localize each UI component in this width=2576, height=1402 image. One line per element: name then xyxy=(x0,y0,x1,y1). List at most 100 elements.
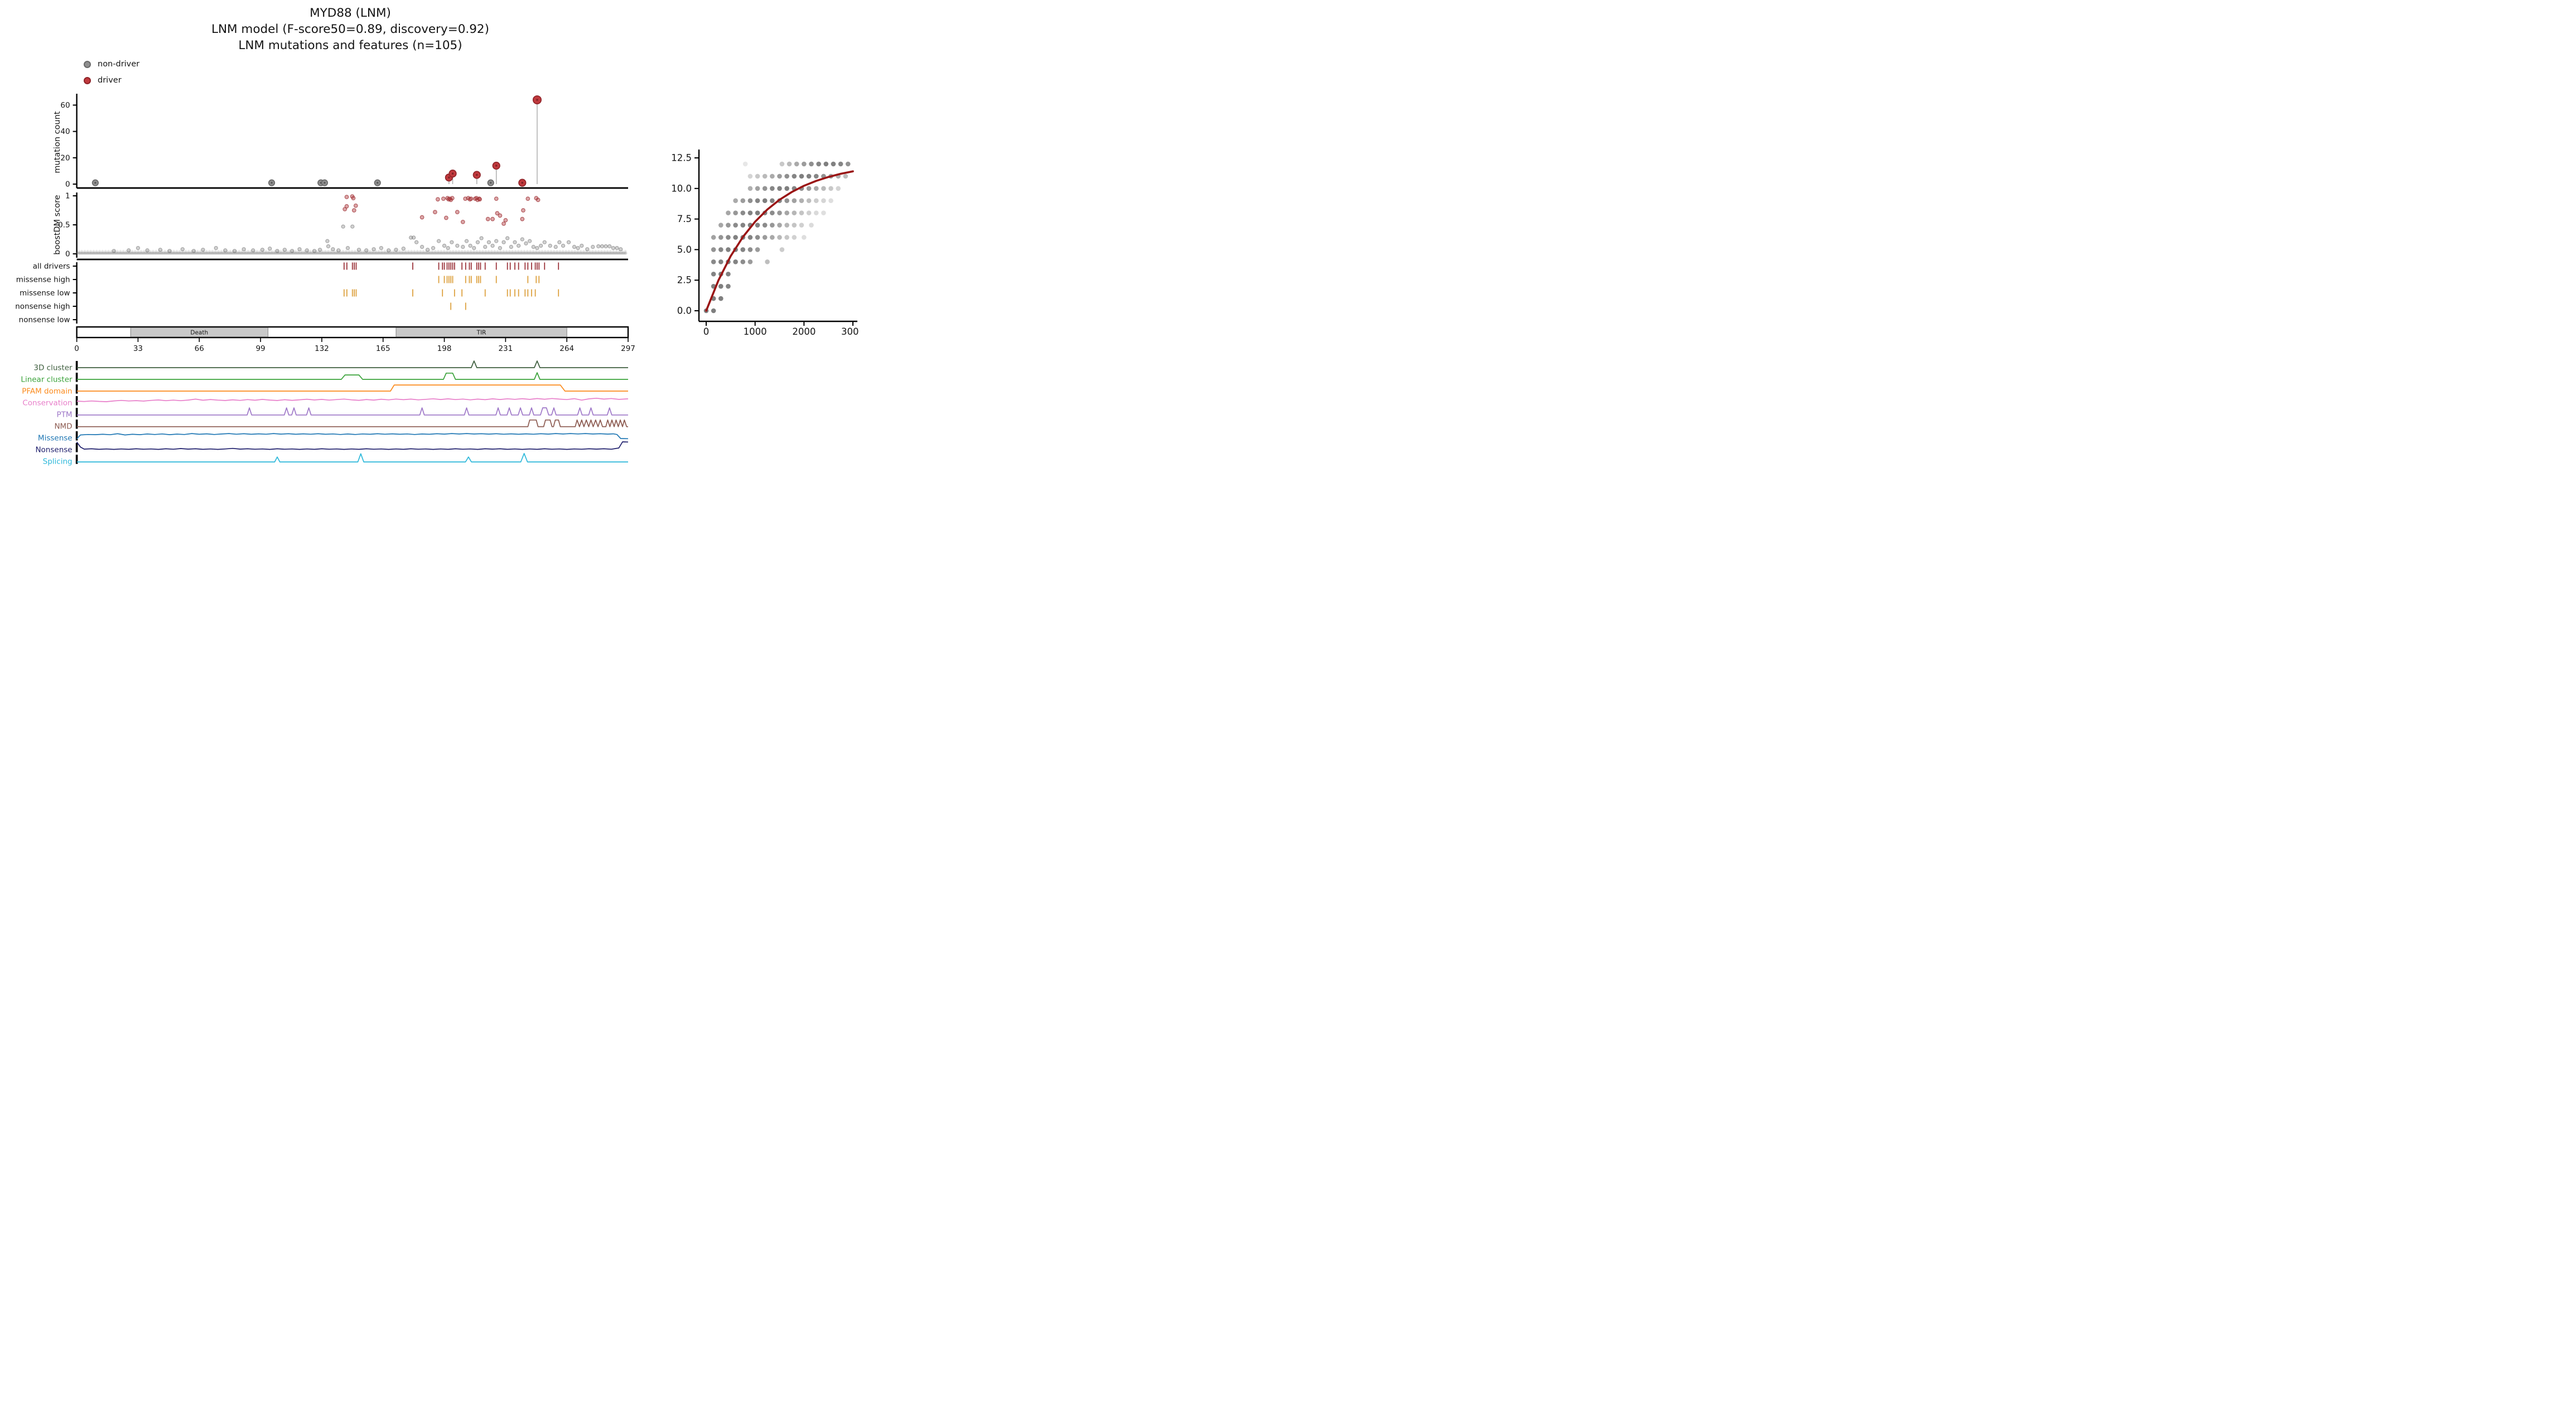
boostdm-gray-point xyxy=(486,240,491,244)
boostdm-baseline-dot xyxy=(484,252,488,255)
boostdm-baseline-dot xyxy=(223,252,226,255)
ds-dot xyxy=(794,161,799,167)
boostdm-red-point xyxy=(520,216,525,221)
boostdm-baseline-dot xyxy=(468,252,471,255)
boostdm-baseline-dot xyxy=(623,252,626,255)
boostdm-gray-point xyxy=(596,244,601,249)
boostdm-baseline-dot xyxy=(426,252,430,255)
boostdm-baseline-dot xyxy=(204,252,207,255)
ds-dot xyxy=(718,259,723,264)
boostdm-gray-point xyxy=(450,240,454,244)
ds-dot xyxy=(799,210,804,215)
boostdm-baseline-dot xyxy=(553,252,556,255)
boostdm-baseline-dot xyxy=(285,252,289,255)
boostdm-red-point xyxy=(436,197,440,202)
boostdm-baseline-dot xyxy=(334,252,338,255)
boostdm-baseline-dot xyxy=(294,249,297,253)
boostdm-baseline-dot xyxy=(414,252,418,255)
boostdm-baseline-dot xyxy=(479,252,482,255)
boostdm-baseline-dot xyxy=(597,252,601,255)
boostdm-baseline-dot xyxy=(472,249,475,253)
boostdm-baseline-dot xyxy=(569,252,572,255)
boostdm-baseline-dot xyxy=(481,249,484,253)
ds-dot xyxy=(821,210,826,215)
boostdm-baseline-dot xyxy=(536,252,540,255)
boostdm-gray-point xyxy=(553,244,558,249)
boostdm-baseline-dot xyxy=(229,252,233,255)
boostdm-baseline-dot xyxy=(119,249,122,253)
boostdm-baseline-dot xyxy=(278,252,282,255)
boostdm-red-point xyxy=(536,197,541,203)
boostdm-gray-point xyxy=(260,248,264,252)
boostdm-baseline-dot xyxy=(95,249,98,253)
boostdm-baseline-dot xyxy=(183,252,186,255)
boostdm-baseline-dot xyxy=(447,252,451,255)
needle-point-core xyxy=(536,99,538,101)
boostdm-gray-point xyxy=(557,240,562,244)
boostdm-baseline-dot xyxy=(446,252,449,255)
ds-dot xyxy=(755,223,760,228)
ds-dot xyxy=(755,186,760,191)
boostdm-gray-point xyxy=(472,246,476,250)
boostdm-baseline-dot xyxy=(136,252,139,255)
boostdm-baseline-dot xyxy=(567,252,571,255)
boostdm-baseline-dot xyxy=(466,252,470,255)
boostdm-baseline-dot xyxy=(450,252,454,255)
ds-dot xyxy=(821,186,826,191)
ds-dot xyxy=(792,235,797,240)
boostdm-baseline-dot xyxy=(438,252,442,255)
boostdm-baseline-dot xyxy=(361,252,365,255)
boostdm-baseline-dot xyxy=(247,249,250,253)
feature-axis-tick xyxy=(75,443,78,452)
ds-dot xyxy=(828,198,833,204)
boostdm-baseline-dot xyxy=(511,249,514,253)
protein-x-tick-label: 165 xyxy=(376,344,390,353)
boostdm-gray-point xyxy=(364,248,369,253)
boostdm-baseline-dot xyxy=(228,252,231,255)
boostdm-baseline-dot xyxy=(157,252,161,255)
boostdm-baseline-dot xyxy=(517,249,520,253)
boostdm-baseline-dot xyxy=(484,249,488,253)
ds-y-tick-label: 2.5 xyxy=(677,275,692,286)
ds-dot xyxy=(784,235,789,240)
boostdm-baseline-dot xyxy=(539,252,543,255)
boostdm-baseline-dot xyxy=(407,252,411,255)
boostdm-baseline-dot xyxy=(202,252,206,255)
ds-dot xyxy=(747,198,753,204)
ds-dot xyxy=(711,247,716,252)
boostdm-gray-point xyxy=(409,235,413,240)
boostdm-gray-point xyxy=(580,243,584,248)
boostdm-gray-point xyxy=(356,248,361,252)
boostdm-baseline-dot xyxy=(448,249,452,253)
boostdm-baseline-dot xyxy=(372,249,374,253)
boostdm-gray-point xyxy=(232,249,237,253)
boostdm-gray-point xyxy=(242,247,246,252)
boostdm-baseline-dot xyxy=(134,252,137,255)
boostdm-baseline-dot xyxy=(82,252,85,255)
boostdm-baseline-dot xyxy=(453,252,457,255)
boostdm-baseline-dot xyxy=(606,252,610,255)
boostdm-red-point xyxy=(433,210,437,214)
boostdm-baseline-dot xyxy=(421,252,424,255)
boostdm-baseline-dot xyxy=(201,252,204,255)
boostdm-baseline-dot xyxy=(597,249,600,253)
boostdm-baseline-dot xyxy=(220,252,224,255)
boostdm-baseline-dot xyxy=(315,252,319,255)
boostdm-baseline-dot xyxy=(526,252,529,255)
boostdm-gray-point xyxy=(305,248,309,253)
ds-dot xyxy=(806,186,812,191)
boostdm-baseline-dot xyxy=(576,252,580,255)
boostdm-baseline-dot xyxy=(572,252,576,255)
boostdm-baseline-dot xyxy=(156,252,160,255)
boostdm-baseline-dot xyxy=(205,252,209,255)
boostdm-baseline-dot xyxy=(123,252,127,255)
ds-dot xyxy=(784,186,789,191)
needle-y-tick-label: 60 xyxy=(60,101,70,110)
boostdm-baseline-dot xyxy=(309,252,312,255)
ds-dot xyxy=(747,174,753,179)
boostdm-baseline-dot xyxy=(563,252,567,255)
boostdm-baseline-dot xyxy=(322,252,326,255)
ds-dot xyxy=(787,161,792,167)
boostdm-baseline-dot xyxy=(600,252,604,255)
boostdm-gray-point xyxy=(112,249,116,253)
